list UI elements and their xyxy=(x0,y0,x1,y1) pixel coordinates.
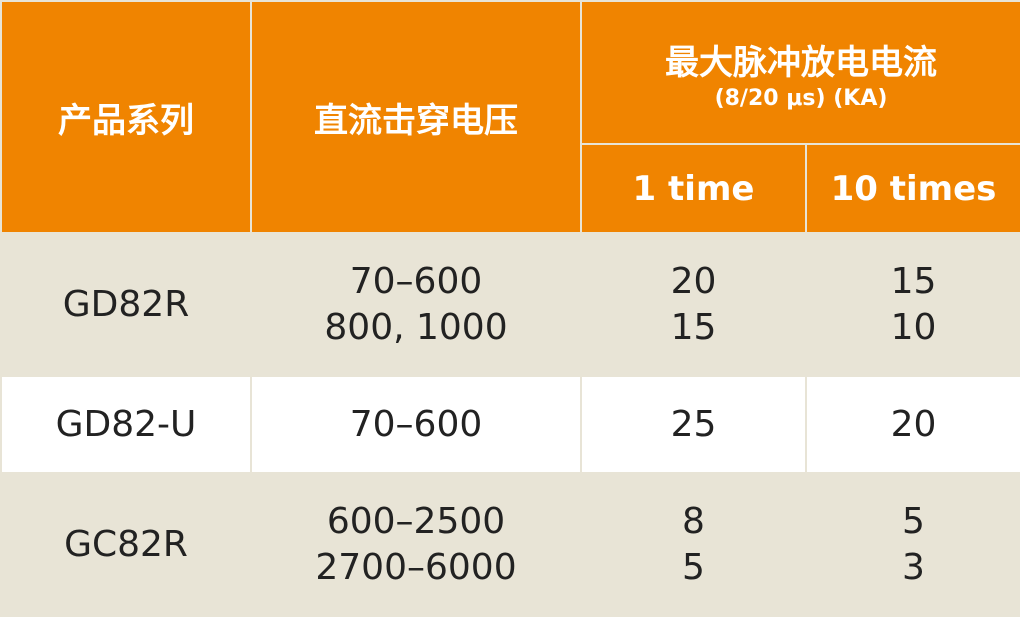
header-dc-voltage: 直流击穿电压 xyxy=(250,0,582,234)
table-row: GD82R 70–600 800, 1000 20 15 15 10 xyxy=(0,232,1020,377)
cell-voltage: 600–2500 2700–6000 xyxy=(250,472,582,617)
value: 20 xyxy=(670,260,717,302)
header-max-current: 最大脉冲放电电流 (8/20 μs) (KA) xyxy=(580,0,1020,145)
cell-voltage: 70–600 800, 1000 xyxy=(250,232,582,377)
cell-10-times: 15 10 xyxy=(805,232,1020,377)
value: 15 xyxy=(670,306,717,348)
value: 800, 1000 xyxy=(324,306,508,348)
value: 2700–6000 xyxy=(315,546,517,588)
cell-10-times: 20 xyxy=(805,375,1020,474)
value: 5 xyxy=(682,546,705,588)
header-10-times: 10 times xyxy=(805,143,1020,234)
value: 8 xyxy=(682,500,705,542)
value: 15 xyxy=(890,260,937,302)
value: 600–2500 xyxy=(326,500,506,542)
cell-1-time: 20 15 xyxy=(580,232,807,377)
cell-1-time: 25 xyxy=(580,375,807,474)
cell-series: GD82R xyxy=(0,232,252,377)
value: 3 xyxy=(902,546,925,588)
max-current-label: 最大脉冲放电电流 xyxy=(665,42,937,83)
value: 70–600 xyxy=(349,260,483,302)
cell-series: GC82R xyxy=(0,472,252,617)
cell-voltage: 70–600 xyxy=(250,375,582,474)
value: 5 xyxy=(902,500,925,542)
header-series: 产品系列 xyxy=(0,0,252,234)
value: 10 xyxy=(890,306,937,348)
max-current-unit: (8/20 μs) (KA) xyxy=(714,85,888,111)
cell-series: GD82-U xyxy=(0,375,252,474)
table-row: GD82-U 70–600 25 20 xyxy=(0,375,1020,474)
header-1-time: 1 time xyxy=(580,143,807,234)
